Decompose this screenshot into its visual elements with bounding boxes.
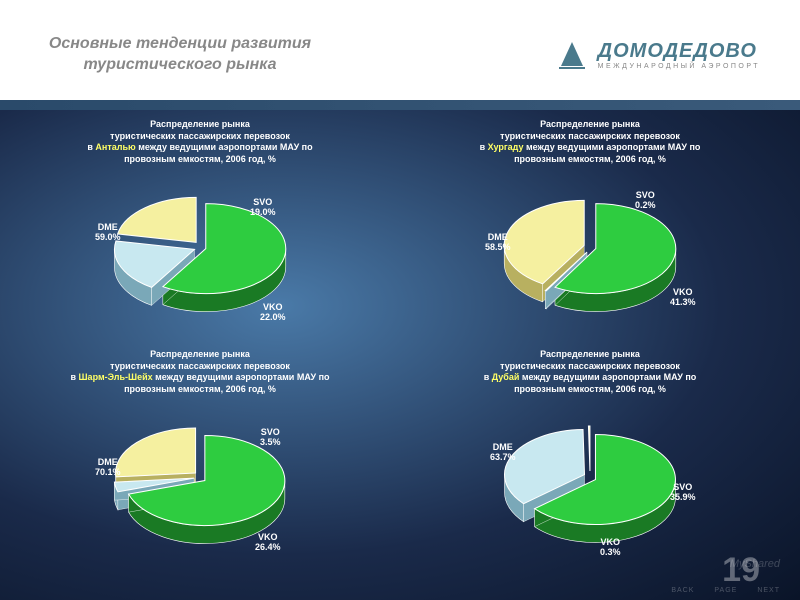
pie-wrap: DME63.7% SVO35.9% VKO0.3% xyxy=(400,398,780,568)
pie-chart xyxy=(70,168,330,338)
slide-title: Основные тенденции развития туристическо… xyxy=(40,34,320,76)
pie-label-vko: VKO26.4% xyxy=(255,533,281,553)
pie-label-dme: DME59.0% xyxy=(95,223,121,243)
logo-sub-text: МЕЖДУНАРОДНЫЙ АЭРОПОРТ xyxy=(598,63,760,70)
charts-area: Распределение рынкатуристических пассажи… xyxy=(0,110,800,600)
chart-panel: Распределение рынкатуристических пассажи… xyxy=(400,115,780,345)
pie-label-svo: SVO35.9% xyxy=(670,483,696,503)
pie-label-vko: VKO22.0% xyxy=(260,303,286,323)
chart-title: Распределение рынкатуристических пассажи… xyxy=(10,115,390,168)
chart-panel: Распределение рынкатуристических пассажи… xyxy=(10,345,390,575)
chart-title: Распределение рынкатуристических пассажи… xyxy=(400,115,780,168)
logo: ДОМОДЕДОВО МЕЖДУНАРОДНЫЙ АЭРОПОРТ xyxy=(554,37,760,73)
chart-panel: Распределение рынкатуристических пассажи… xyxy=(10,115,390,345)
header-divider xyxy=(0,100,800,110)
chart-title: Распределение рынкатуристических пассажи… xyxy=(10,345,390,398)
nav-labels: BACK PAGE NEXT xyxy=(671,587,780,594)
pie-chart xyxy=(460,168,720,338)
pie-label-dme: DME58.5% xyxy=(485,233,511,253)
pie-label-svo: SVO0.2% xyxy=(635,191,656,211)
pie-label-dme: DME70.1% xyxy=(95,458,121,478)
nav-page: PAGE xyxy=(714,587,737,594)
nav-next: NEXT xyxy=(757,587,780,594)
pie-chart xyxy=(70,398,330,568)
pie-label-svo: SVO3.5% xyxy=(260,428,281,448)
slide-header: Основные тенденции развития туристическо… xyxy=(0,0,800,100)
pie-label-vko: VKO0.3% xyxy=(600,538,621,558)
chart-title: Распределение рынкатуристических пассажи… xyxy=(400,345,780,398)
pie-wrap: DME59.0% SVO19.0% VKO22.0% xyxy=(10,168,390,338)
pie-wrap: DME58.5% SVO0.2% VKO41.3% xyxy=(400,168,780,338)
watermark: MyShared xyxy=(730,558,780,570)
pie-label-vko: VKO41.3% xyxy=(670,288,696,308)
chart-panel: Распределение рынкатуристических пассажи… xyxy=(400,345,780,575)
airport-pyramid-icon xyxy=(554,37,590,73)
nav-back: BACK xyxy=(671,587,694,594)
pie-label-dme: DME63.7% xyxy=(490,443,516,463)
pie-wrap: DME70.1% SVO3.5% VKO26.4% xyxy=(10,398,390,568)
pie-label-svo: SVO19.0% xyxy=(250,198,276,218)
logo-main-text: ДОМОДЕДОВО xyxy=(598,40,760,63)
page-number: 19 xyxy=(722,551,760,590)
